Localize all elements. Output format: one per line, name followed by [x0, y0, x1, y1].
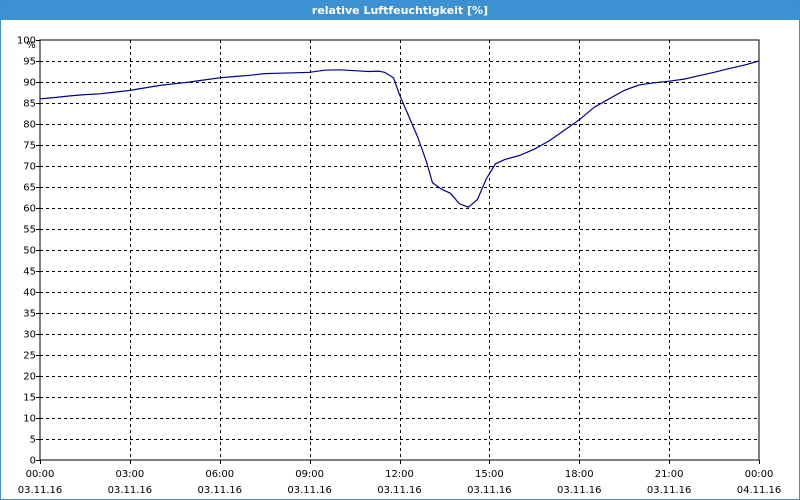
- x-tick-time-label: 03:00: [115, 469, 144, 480]
- y-axis-ticks: 0 5 10 15 20 25 30 35 40 45 50 55 60 65 70 75 80 85 90 95 10…: [17, 36, 40, 467]
- y-tick-label: 40: [23, 288, 36, 299]
- y-tick-label: 70: [23, 162, 36, 173]
- x-tick-time-label: 12:00: [385, 469, 414, 480]
- y-tick-label: 5: [30, 435, 36, 446]
- y-tick-label: 65: [23, 183, 36, 194]
- humidity-series-line: [39, 60, 760, 208]
- y-tick-label: 20: [23, 372, 36, 383]
- x-tick-date-label: 04.11.16: [737, 485, 782, 496]
- x-tick-time-label: 00:00: [745, 469, 774, 480]
- y-tick-label: 45: [23, 267, 36, 278]
- x-tick-date-label: 03.11.16: [287, 485, 332, 496]
- y-tick-label: 15: [23, 393, 36, 404]
- x-tick-date-label: 03.11.16: [18, 485, 63, 496]
- y-tick-label: 25: [23, 351, 36, 362]
- y-tick-label: 30: [23, 330, 36, 341]
- x-tick-date-label: 03.11.16: [647, 485, 692, 496]
- y-tick-label: 85: [23, 99, 36, 110]
- y-tick-label: 90: [23, 78, 36, 89]
- x-tick-date-label: 03.11.16: [377, 485, 422, 496]
- y-tick-label: 35: [23, 309, 36, 320]
- y-tick-label: 95: [23, 57, 36, 68]
- x-tick-time-label: 06:00: [205, 469, 234, 480]
- y-tick-label: 75: [23, 141, 36, 152]
- y-tick-label: 80: [23, 120, 36, 131]
- y-tick-label: 10: [23, 414, 36, 425]
- x-tick-time-label: 18:00: [565, 469, 594, 480]
- y-tick-label: 60: [23, 204, 36, 215]
- y-tick-label: 100: [17, 36, 36, 47]
- x-tick-time-label: 09:00: [295, 469, 324, 480]
- plot-area: [39, 39, 760, 461]
- x-tick-date-label: 03.11.16: [557, 485, 602, 496]
- x-axis-ticks: 00:00 03.11.16 03:00 03.11.16 06:00 03.11.16 0…: [18, 460, 782, 496]
- x-tick-date-label: 03.11.16: [467, 485, 512, 496]
- y-tick-label: 55: [23, 225, 36, 236]
- x-tick-time-label: 15:00: [475, 469, 504, 480]
- x-tick-date-label: 03.11.16: [108, 485, 153, 496]
- x-tick-date-label: 03.11.16: [197, 485, 242, 496]
- y-tick-label: 0: [30, 456, 36, 467]
- x-tick-time-label: 21:00: [655, 469, 684, 480]
- y-axis-unit-label: %: [26, 40, 36, 51]
- window-title: relative Luftfeuchtigkeit [%]: [1, 1, 799, 20]
- x-tick-time-label: 00:00: [26, 469, 55, 480]
- grid-lines: [40, 40, 759, 460]
- y-tick-label: 50: [23, 246, 36, 257]
